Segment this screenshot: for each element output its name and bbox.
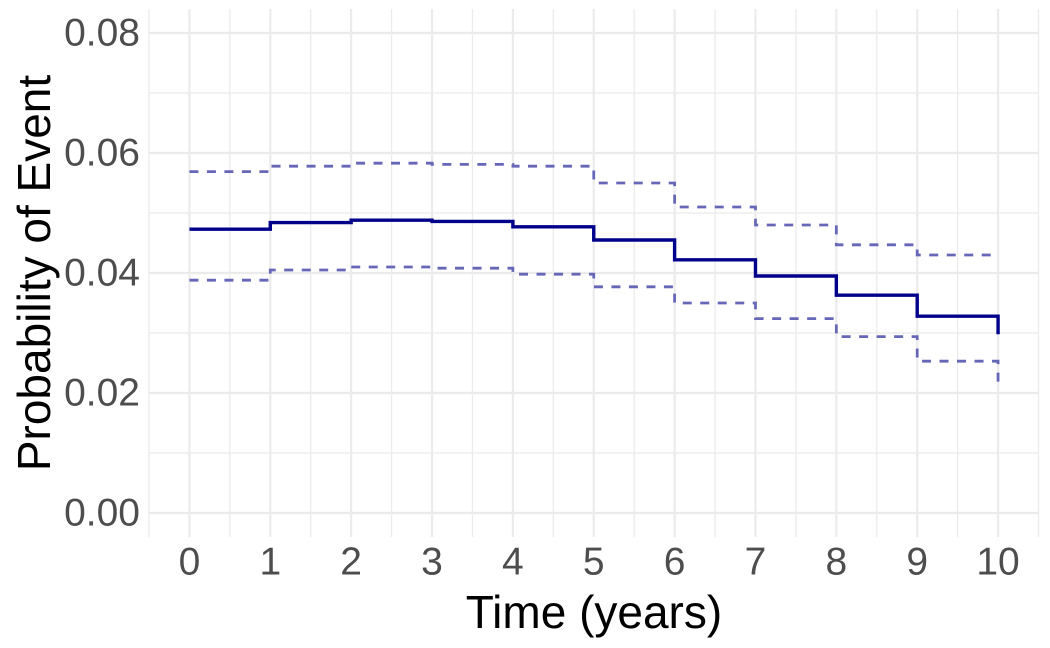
estimate-line	[189, 218, 1000, 335]
x-tick-label: 6	[664, 541, 686, 584]
x-tick-label: 9	[906, 541, 928, 584]
y-tick-label: 0.06	[64, 132, 140, 175]
x-tick-label: 0	[179, 541, 201, 584]
x-tick-label: 7	[745, 541, 767, 584]
x-tick-label: 2	[340, 541, 362, 584]
series-lines	[189, 161, 1000, 390]
x-tick-label: 5	[583, 541, 605, 584]
x-tick-label: 3	[421, 541, 443, 584]
x-tick-label: 1	[259, 541, 281, 584]
x-axis-tick-labels: 0 1 2 3 4 5 6 7 8 9 10	[179, 541, 1020, 584]
x-tick-label: 4	[502, 541, 524, 584]
y-tick-label: 0.04	[64, 252, 140, 295]
x-tick-label: 8	[825, 541, 847, 584]
y-tick-label: 0.08	[64, 12, 140, 55]
y-tick-label: 0.00	[64, 492, 140, 535]
upper-confidence-band-line	[189, 161, 999, 257]
x-axis-title: Time (years)	[466, 586, 722, 638]
x-tick-label: 10	[976, 541, 1019, 584]
y-tick-label: 0.02	[64, 372, 140, 415]
y-axis-tick-labels: 0.00 0.02 0.04 0.06 0.08	[64, 12, 140, 535]
y-axis-title: Probability of Event	[8, 75, 60, 472]
